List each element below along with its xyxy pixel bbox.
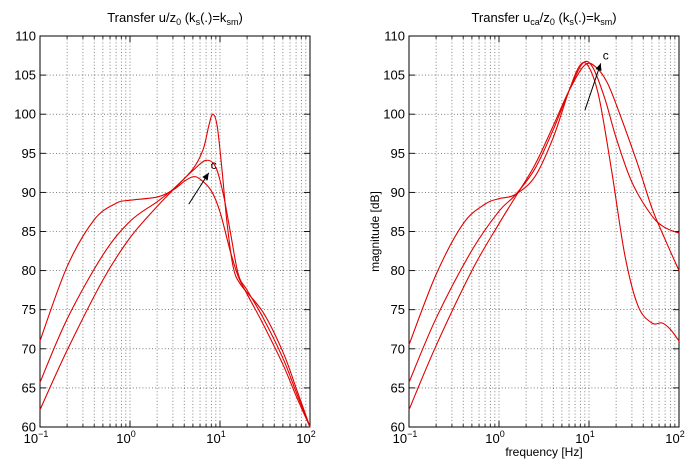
x-tick-label: 100 [116,429,135,446]
y-tick-label: 60 [391,420,405,435]
chart-left: 10−1 100 101 102 60 65 70 75 80 85 90 95 100 105 110 Tr… [14,10,315,446]
y-tick-label: 85 [391,224,405,239]
x-tick-label: 102 [296,429,315,446]
y-tick-label: 80 [22,263,36,278]
x-tick-label: 101 [206,429,225,446]
x-tick-label: 101 [575,429,594,446]
y-tick-label: 75 [22,302,36,317]
y-tick-label: 65 [22,380,36,395]
y-tick-label: 100 [383,107,405,122]
series-group [408,60,680,411]
y-tick-label: 70 [22,341,36,356]
y-tick-label: 75 [391,302,405,317]
y-tick-label: 65 [391,380,405,395]
y-tick-label: 90 [22,185,36,200]
y-tick-label: 95 [391,146,405,161]
annotation-arrow [188,172,210,205]
chart-title: Transfer uca/z0 (ks(.)=ksm) [471,10,616,27]
arrow-head [202,172,209,181]
x-tick-label: 10−1 [393,429,418,446]
annotation-label: c [603,48,609,62]
annotation-label: c [211,158,217,172]
y-tick-label: 105 [14,68,36,83]
annotation-arrow [584,63,602,111]
grid [40,36,310,427]
series-line [39,176,311,428]
series-line [408,60,680,383]
grid [409,36,679,427]
axis-ticks: 10−1 100 101 102 60 65 70 75 80 85 90 95 100 105 110 [14,29,315,447]
y-tick-label: 110 [384,29,405,44]
axis-ticks: 10−1 100 101 102 60 65 70 75 80 85 90 95 100 105 110 [383,29,684,447]
x-tick-label: 100 [485,429,504,446]
y-axis-label: magnitude [dB] [368,191,382,272]
y-tick-label: 85 [22,224,36,239]
series-line [408,61,680,346]
y-tick-label: 90 [391,185,405,200]
x-tick-label: 102 [665,429,684,446]
y-tick-label: 70 [391,341,405,356]
y-tick-label: 60 [22,420,36,435]
series-group [39,113,311,428]
series-line [39,113,311,428]
arrow-head [595,63,602,72]
y-tick-label: 100 [14,107,36,122]
y-tick-label: 110 [15,29,36,44]
chart-title: Transfer u/z0 (ks(.)=ksm) [107,10,243,27]
series-line [39,159,311,428]
y-tick-label: 105 [383,68,405,83]
y-tick-label: 80 [391,263,405,278]
x-axis-label: frequency [Hz] [505,445,582,459]
series-line [408,62,680,411]
y-tick-label: 95 [22,146,36,161]
chart-right: 10−1 100 101 102 60 65 70 75 80 85 90 95 100 105 110 Tr… [368,10,685,459]
arrow-shaft [584,63,602,111]
x-tick-label: 10−1 [24,429,49,446]
